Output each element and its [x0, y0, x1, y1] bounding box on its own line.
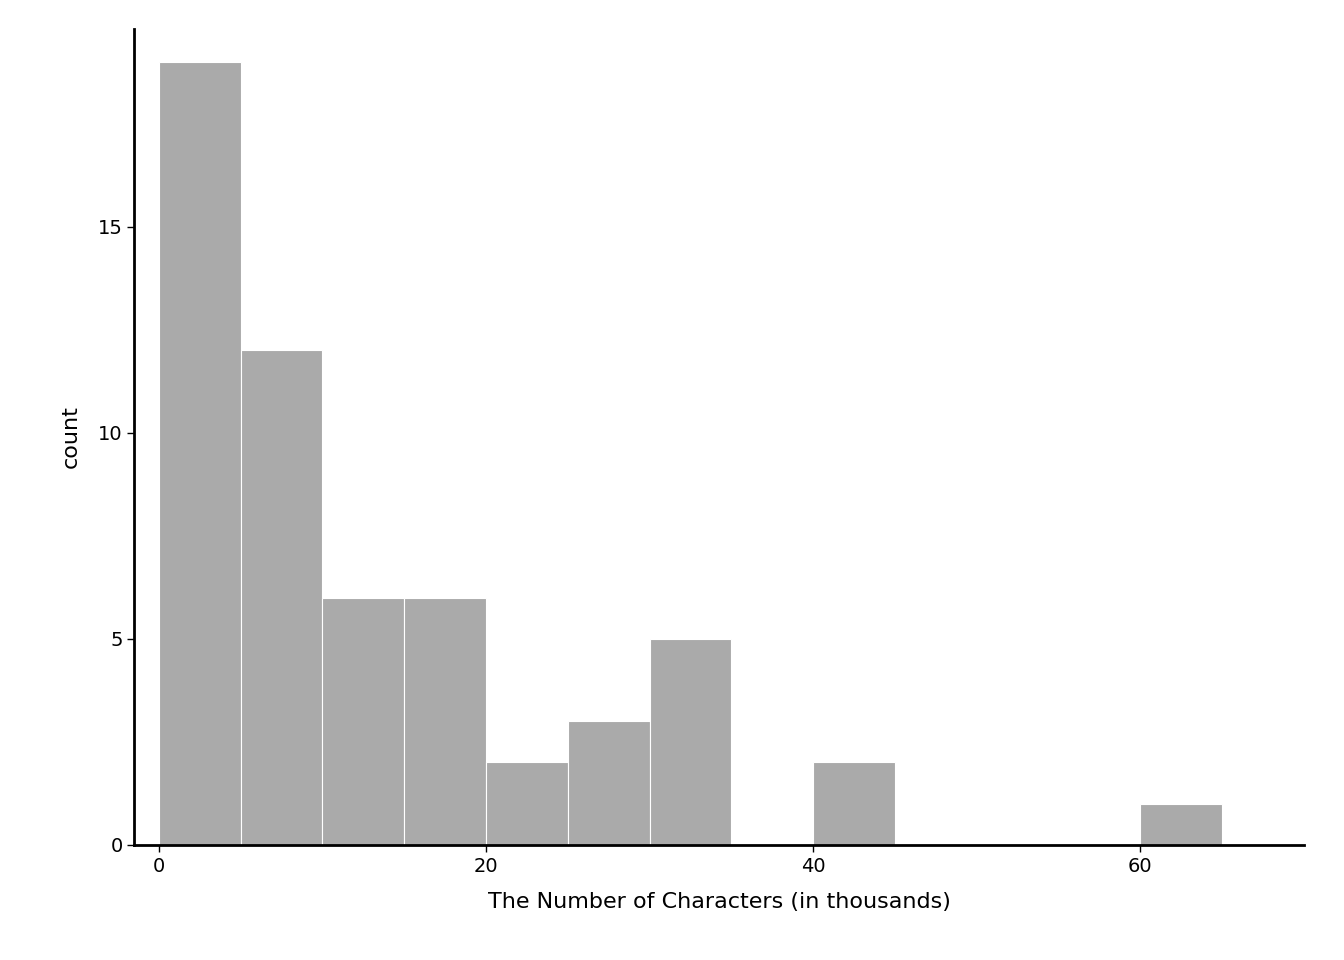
- X-axis label: The Number of Characters (in thousands): The Number of Characters (in thousands): [488, 892, 950, 912]
- Bar: [241, 350, 323, 845]
- Bar: [813, 762, 895, 845]
- Bar: [405, 597, 487, 845]
- Bar: [487, 762, 567, 845]
- Y-axis label: count: count: [60, 405, 81, 468]
- Bar: [1140, 804, 1222, 845]
- Bar: [649, 638, 731, 845]
- Bar: [323, 597, 405, 845]
- Bar: [567, 721, 649, 845]
- Bar: [159, 61, 241, 845]
